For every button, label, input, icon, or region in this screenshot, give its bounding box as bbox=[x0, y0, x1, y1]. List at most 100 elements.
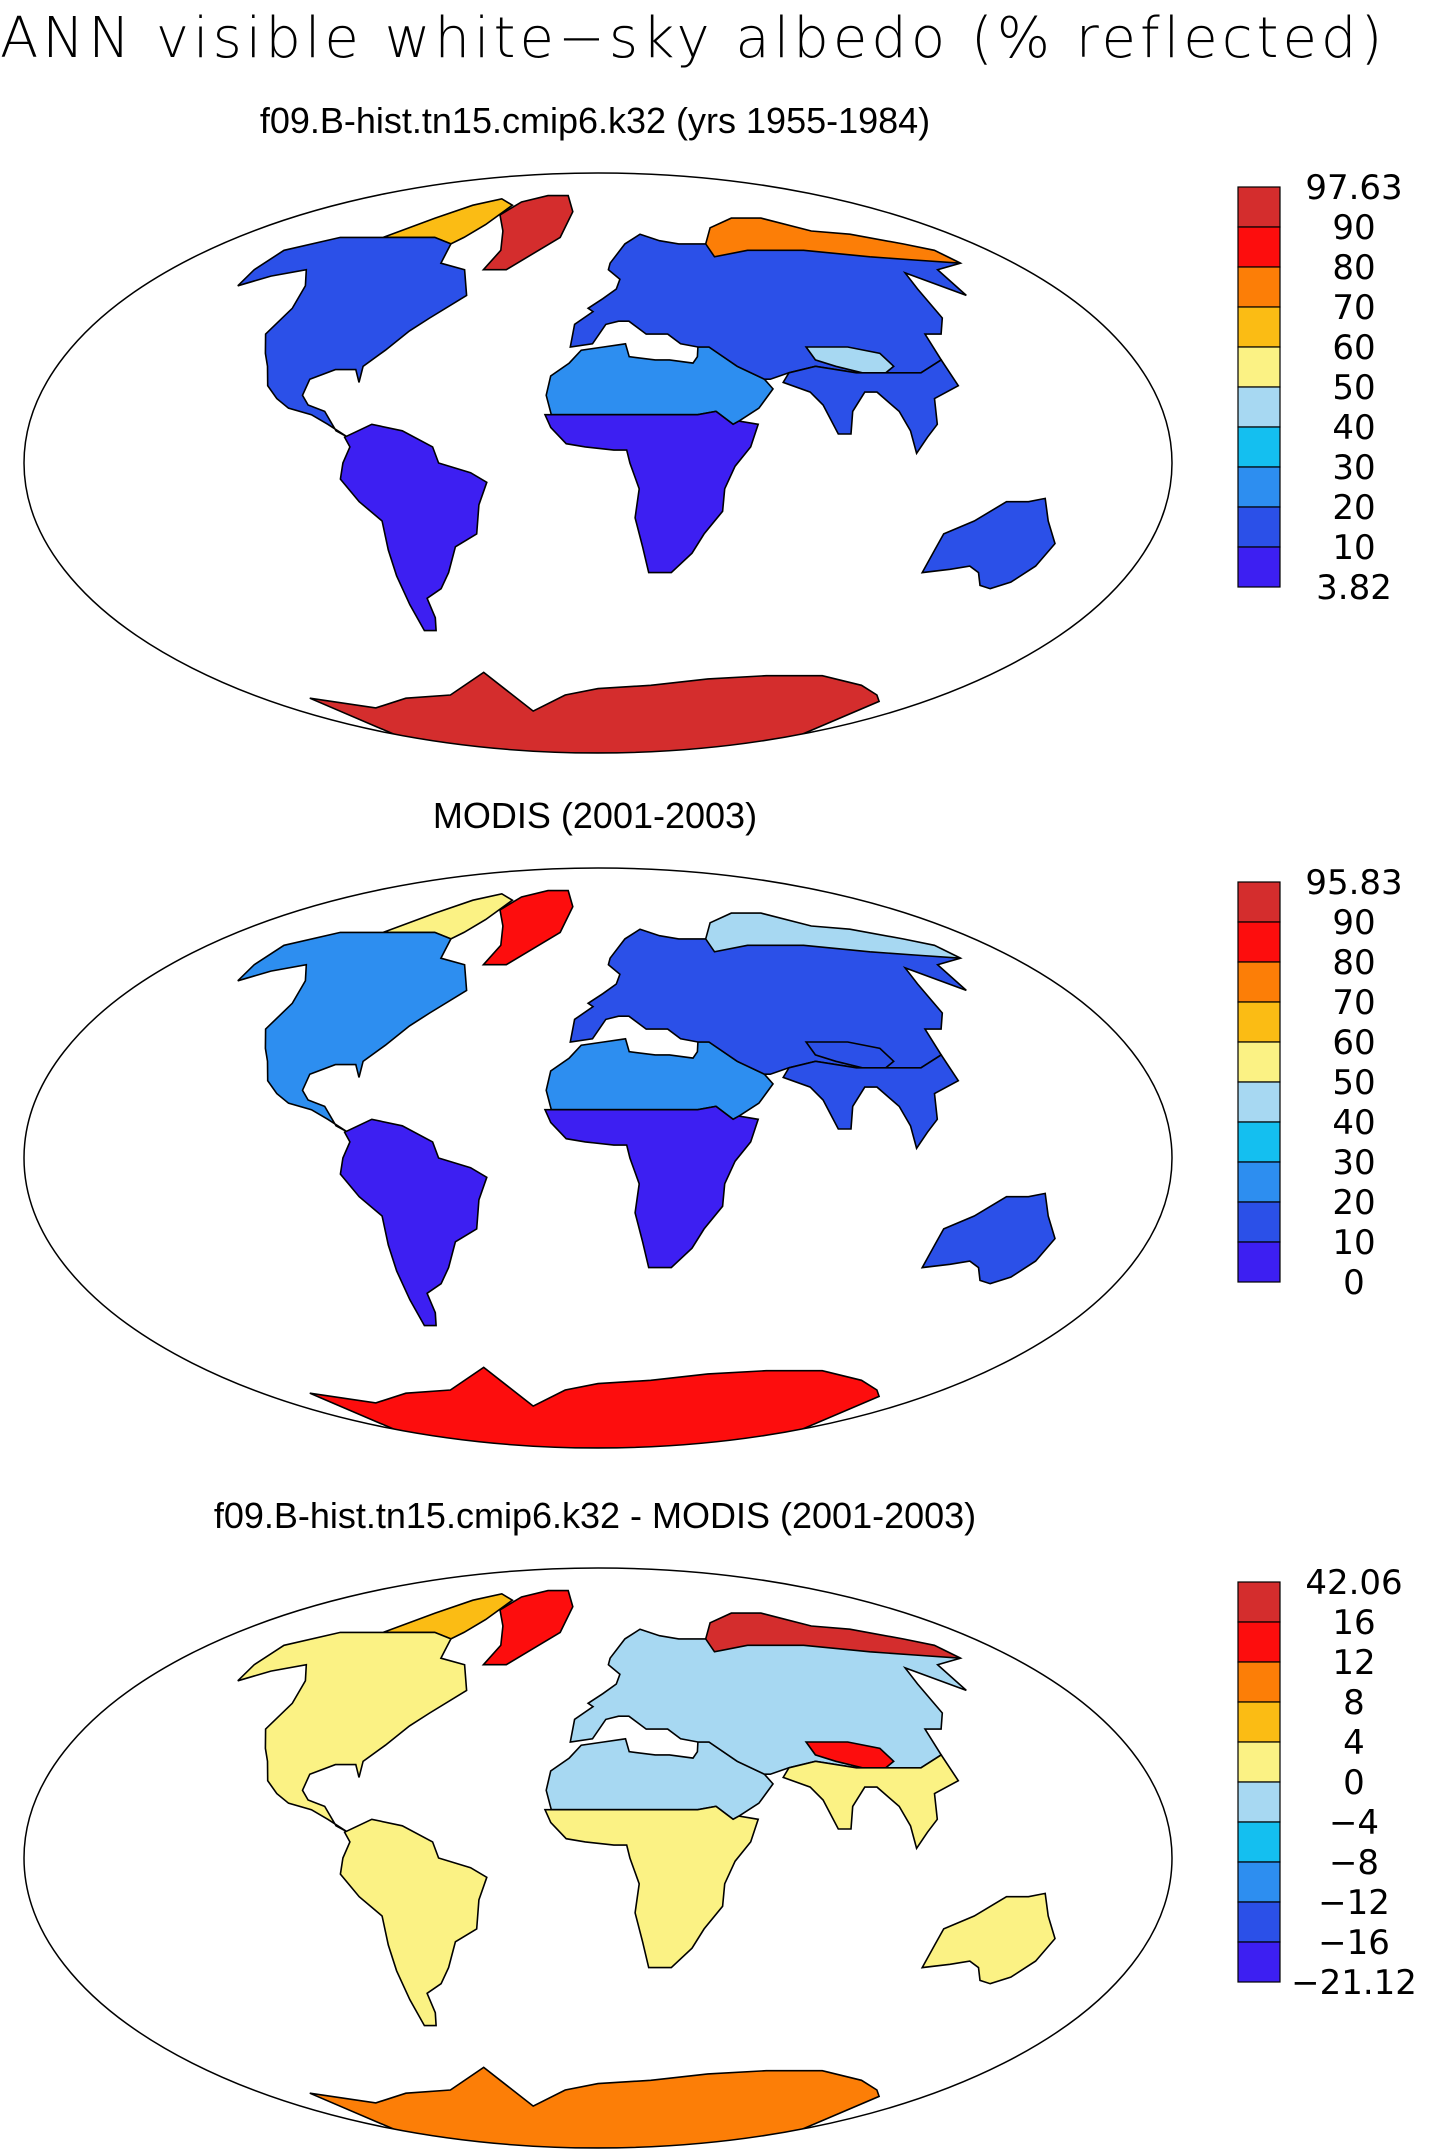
figure-title: ANN visible white−sky albedo (% reflecte… bbox=[0, 6, 1387, 71]
colorbar-swatch bbox=[1237, 881, 1281, 923]
region-south-southeast-asia bbox=[782, 1053, 960, 1151]
colorbar-tick-label: 80 bbox=[1332, 943, 1375, 983]
region-australia bbox=[920, 1192, 1056, 1285]
colorbar-swatch bbox=[1237, 266, 1281, 308]
colorbar-swatch bbox=[1237, 466, 1281, 508]
colorbar-swatch bbox=[1237, 226, 1281, 268]
colorbar-tick-label: 42.06 bbox=[1305, 1563, 1402, 1603]
colorbar-tick-label: 0 bbox=[1343, 1263, 1365, 1303]
colorbar-swatch bbox=[1237, 306, 1281, 348]
colorbar-swatch bbox=[1237, 1821, 1281, 1863]
colorbar-tick-label: 3.82 bbox=[1316, 568, 1392, 608]
colorbar-swatch bbox=[1237, 1201, 1281, 1243]
colorbar-tick-label: 16 bbox=[1332, 1603, 1375, 1643]
region-north-america bbox=[237, 236, 468, 438]
colorbar-swatch bbox=[1237, 921, 1281, 963]
colorbar-tick-label: 60 bbox=[1332, 1023, 1375, 1063]
colorbar-tick-label: 60 bbox=[1332, 328, 1375, 368]
colorbar-swatch bbox=[1237, 1621, 1281, 1663]
colorbar-swatch bbox=[1237, 1081, 1281, 1123]
map-modis bbox=[23, 867, 1173, 1449]
colorbar-swatch bbox=[1237, 346, 1281, 388]
colorbar-tick-label: 10 bbox=[1332, 528, 1375, 568]
region-australia bbox=[920, 497, 1056, 590]
colorbar-tick-label: 50 bbox=[1332, 1063, 1375, 1103]
colorbar-swatch bbox=[1237, 1241, 1281, 1283]
region-north-america bbox=[237, 931, 468, 1133]
colorbar-swatch bbox=[1237, 1741, 1281, 1783]
colorbar-swatch bbox=[1237, 426, 1281, 468]
colorbar-tick-label: 8 bbox=[1343, 1683, 1365, 1723]
colorbar-tick-label: −4 bbox=[1329, 1803, 1379, 1843]
colorbar-tick-label: 10 bbox=[1332, 1223, 1375, 1263]
region-sub-saharan-africa bbox=[543, 1105, 760, 1269]
map-model bbox=[23, 172, 1173, 754]
region-tibet bbox=[804, 1041, 895, 1069]
region-greenland bbox=[481, 1589, 574, 1666]
region-greenland bbox=[481, 194, 574, 271]
region-eurasia bbox=[569, 223, 967, 380]
map-border bbox=[23, 172, 1173, 754]
region-australia bbox=[920, 1892, 1056, 1985]
region-south-southeast-asia bbox=[782, 1753, 960, 1851]
colorbar-tick-label: −16 bbox=[1318, 1923, 1390, 1963]
colorbar-swatch bbox=[1237, 1581, 1281, 1623]
colorbar-swatch bbox=[1237, 1861, 1281, 1903]
colorbar-tick-label: −21.12 bbox=[1291, 1963, 1417, 2003]
colorbar-swatch bbox=[1237, 1661, 1281, 1703]
colorbar-tick-label: 20 bbox=[1332, 488, 1375, 528]
colorbar-tick-label: −8 bbox=[1329, 1843, 1379, 1883]
colorbar-swatch bbox=[1237, 1121, 1281, 1163]
region-south-america bbox=[339, 1118, 488, 1327]
colorbar-tick-label: 4 bbox=[1343, 1723, 1365, 1763]
map-border bbox=[23, 867, 1173, 1449]
colorbar-tick-label: 97.63 bbox=[1305, 168, 1402, 208]
region-south-america bbox=[339, 1818, 488, 2027]
colorbar-tick-label: 70 bbox=[1332, 288, 1375, 328]
region-eurasia bbox=[569, 1618, 967, 1775]
colorbar-tick-label: 40 bbox=[1332, 408, 1375, 448]
colorbar-swatch bbox=[1237, 1001, 1281, 1043]
colorbar-swatch bbox=[1237, 1941, 1281, 1983]
colorbar-tick-label: 12 bbox=[1332, 1643, 1375, 1683]
region-south-southeast-asia bbox=[782, 358, 960, 456]
colorbar-tick-label: 90 bbox=[1332, 903, 1375, 943]
region-antarctica bbox=[309, 671, 881, 753]
colorbar-tick-label: 90 bbox=[1332, 208, 1375, 248]
region-north-america bbox=[237, 1631, 468, 1833]
region-eurasia bbox=[569, 918, 967, 1075]
colorbar-tick-label: 30 bbox=[1332, 448, 1375, 488]
colorbar-swatch bbox=[1237, 1781, 1281, 1823]
colorbar-swatch bbox=[1237, 186, 1281, 228]
colorbar-tick-label: 40 bbox=[1332, 1103, 1375, 1143]
colorbar-swatch bbox=[1237, 386, 1281, 428]
colorbar-tick-label: 50 bbox=[1332, 368, 1375, 408]
colorbar-swatch bbox=[1237, 1041, 1281, 1083]
region-siberian-arctic-coast bbox=[704, 1612, 961, 1659]
colorbar-tick-label: 95.83 bbox=[1305, 863, 1402, 903]
panel-title-model: f09.B-hist.tn15.cmip6.k32 (yrs 1955-1984… bbox=[259, 100, 931, 141]
region-tibet bbox=[804, 346, 895, 374]
colorbar-tick-label: 20 bbox=[1332, 1183, 1375, 1223]
region-siberian-arctic-coast bbox=[704, 217, 961, 264]
colorbar-swatch bbox=[1237, 506, 1281, 548]
panel-title-modis: MODIS (2001-2003) bbox=[432, 795, 758, 836]
region-tibet bbox=[804, 1741, 895, 1769]
region-greenland bbox=[481, 889, 574, 966]
colorbar-tick-label: −12 bbox=[1318, 1883, 1390, 1923]
colorbar-tick-label: 80 bbox=[1332, 248, 1375, 288]
colorbar-swatch bbox=[1237, 546, 1281, 588]
colorbar-swatch bbox=[1237, 1701, 1281, 1743]
region-sub-saharan-africa bbox=[543, 1805, 760, 1969]
map-border bbox=[23, 1567, 1173, 2149]
region-siberian-arctic-coast bbox=[704, 912, 961, 959]
region-sub-saharan-africa bbox=[543, 410, 760, 574]
region-antarctica bbox=[309, 2066, 881, 2148]
colorbar-swatch bbox=[1237, 1901, 1281, 1943]
map-difference bbox=[23, 1567, 1173, 2149]
region-south-america bbox=[339, 423, 488, 632]
colorbar-swatch bbox=[1237, 961, 1281, 1003]
